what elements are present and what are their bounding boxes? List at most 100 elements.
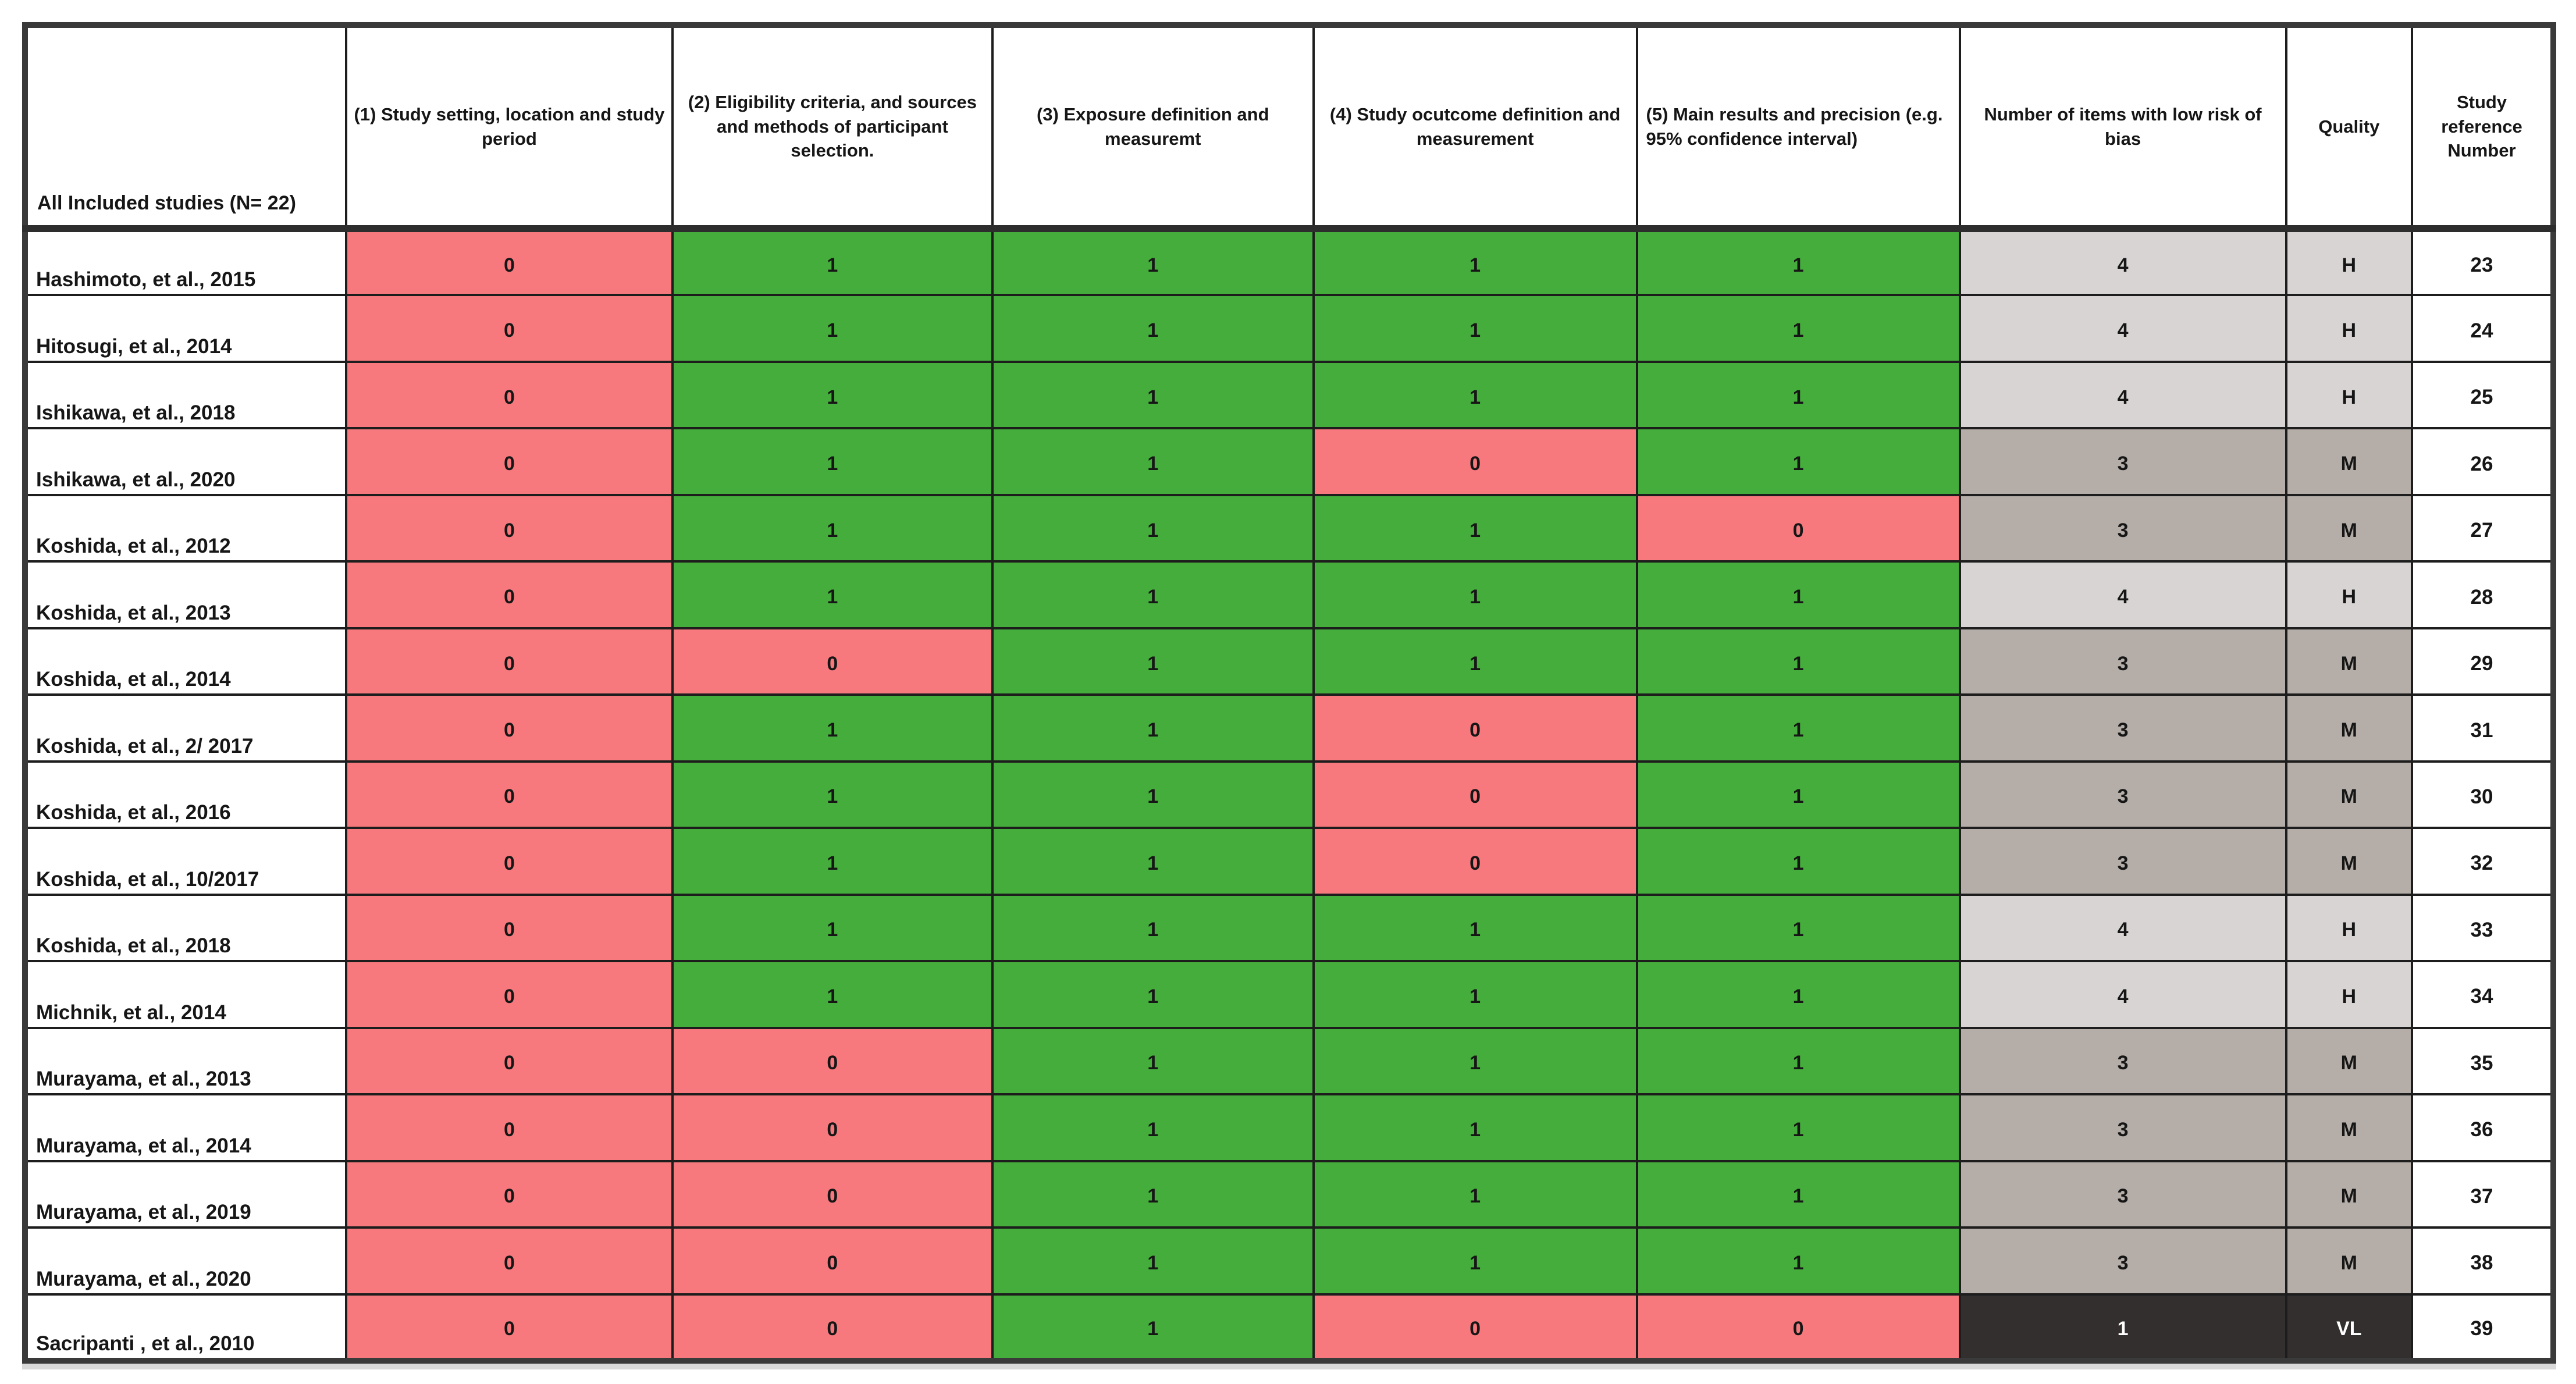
score-cell: 0 (344, 427, 674, 496)
table-row: Sacripanti , et al., 2010 0 0 1 0 0 1 VL 39 (24, 1293, 2554, 1362)
quality-cell: H (2285, 360, 2414, 430)
score-cell: 1 (1312, 227, 1638, 297)
score-cell: 0 (671, 1293, 994, 1362)
items-count-cell: 4 (1958, 960, 2287, 1029)
quality-cell: H (2285, 560, 2414, 629)
items-count-cell: 4 (1958, 294, 2287, 363)
score-cell: 0 (344, 760, 674, 830)
study-name-cell: Sacripanti , et al., 2010 (24, 1293, 347, 1362)
reference-cell: 38 (2411, 1226, 2554, 1296)
score-cell: 0 (344, 1093, 674, 1162)
study-name-cell: Koshida, et al., 2013 (24, 560, 347, 629)
score-cell: 1 (671, 960, 994, 1029)
score-cell: 0 (671, 1026, 994, 1096)
score-cell: 1 (1635, 960, 1961, 1029)
score-cell: 1 (671, 827, 994, 896)
quality-cell: M (2285, 1226, 2414, 1296)
score-cell: 1 (991, 427, 1315, 496)
score-cell: 1 (1635, 560, 1961, 629)
items-count-cell: 4 (1958, 360, 2287, 430)
quality-cell: VL (2285, 1293, 2414, 1362)
score-cell: 1 (1635, 827, 1961, 896)
reference-cell: 28 (2411, 560, 2554, 629)
reference-cell: 29 (2411, 627, 2554, 696)
reference-cell: 32 (2411, 827, 2554, 896)
reference-cell: 25 (2411, 360, 2554, 430)
score-cell: 1 (1635, 1159, 1961, 1229)
score-cell: 1 (1312, 1226, 1638, 1296)
table-row: Murayama, et al., 2019 0 0 1 1 1 3 M 37 (24, 1159, 2554, 1229)
table-row: Michnik, et al., 2014 0 1 1 1 1 4 H 34 (24, 960, 2554, 1029)
study-name-cell: Murayama, et al., 2013 (24, 1026, 347, 1096)
items-count-cell: 1 (1958, 1293, 2287, 1362)
study-name-cell: Murayama, et al., 2014 (24, 1093, 347, 1162)
score-cell: 1 (991, 493, 1315, 563)
score-cell: 1 (1312, 493, 1638, 563)
score-cell: 0 (344, 960, 674, 1029)
items-count-cell: 3 (1958, 627, 2287, 696)
score-cell: 0 (1635, 1293, 1961, 1362)
score-cell: 1 (991, 294, 1315, 363)
study-name-cell: Koshida, et al., 2/ 2017 (24, 693, 347, 763)
score-cell: 0 (1312, 760, 1638, 830)
score-cell: 0 (1635, 493, 1961, 563)
score-cell: 1 (671, 560, 994, 629)
items-count-cell: 3 (1958, 1159, 2287, 1229)
score-cell: 0 (344, 1159, 674, 1229)
score-cell: 1 (991, 827, 1315, 896)
items-count-cell: 4 (1958, 560, 2287, 629)
study-name-cell: Koshida, et al., 2014 (24, 627, 347, 696)
items-count-cell: 3 (1958, 760, 2287, 830)
score-cell: 1 (1312, 1159, 1638, 1229)
score-cell: 1 (991, 1293, 1315, 1362)
score-cell: 0 (1312, 1293, 1638, 1362)
score-cell: 1 (991, 760, 1315, 830)
table-row: Koshida, et al., 2014 0 0 1 1 1 3 M 29 (24, 627, 2554, 696)
items-count-cell: 4 (1958, 893, 2287, 963)
score-cell: 0 (344, 1293, 674, 1362)
corner-header-all-included-studies: All Included studies (N= 22) (24, 24, 347, 232)
reference-cell: 30 (2411, 760, 2554, 830)
quality-cell: H (2285, 960, 2414, 1029)
score-cell: 0 (344, 227, 674, 297)
score-cell: 0 (671, 1226, 994, 1296)
reference-cell: 23 (2411, 227, 2554, 297)
header-row: All Included studies (N= 22) (1) Study s… (24, 24, 2554, 232)
study-name-cell: Koshida, et al., 2018 (24, 893, 347, 963)
score-cell: 1 (991, 560, 1315, 629)
items-count-cell: 3 (1958, 1226, 2287, 1296)
score-cell: 1 (991, 360, 1315, 430)
score-cell: 0 (344, 360, 674, 430)
score-cell: 1 (1312, 360, 1638, 430)
reference-cell: 36 (2411, 1093, 2554, 1162)
score-cell: 1 (1635, 427, 1961, 496)
items-count-cell: 3 (1958, 1093, 2287, 1162)
score-cell: 0 (344, 493, 674, 563)
score-cell: 0 (1312, 827, 1638, 896)
score-cell: 1 (1312, 1026, 1638, 1096)
quality-cell: M (2285, 1093, 2414, 1162)
score-cell: 1 (1312, 627, 1638, 696)
score-cell: 1 (991, 960, 1315, 1029)
table-row: Ishikawa, et al., 2018 0 1 1 1 1 4 H 25 (24, 360, 2554, 430)
score-cell: 1 (1635, 1026, 1961, 1096)
quality-cell: M (2285, 760, 2414, 830)
column-header-items-low-risk: Number of items with low risk of bias (1958, 24, 2287, 232)
score-cell: 1 (991, 693, 1315, 763)
score-cell: 1 (1312, 1093, 1638, 1162)
score-cell: 1 (671, 360, 994, 430)
score-cell: 1 (1635, 1093, 1961, 1162)
column-header-eligibility-criteria: (2) Eligibility criteria, and sources an… (671, 24, 994, 232)
study-name-cell: Hitosugi, et al., 2014 (24, 294, 347, 363)
score-cell: 1 (1635, 893, 1961, 963)
column-header-exposure-definition: (3) Exposure definition and measuremt (991, 24, 1315, 232)
score-cell: 1 (1635, 627, 1961, 696)
quality-cell: M (2285, 1026, 2414, 1096)
table-row: Murayama, et al., 2020 0 0 1 1 1 3 M 38 (24, 1226, 2554, 1296)
score-cell: 0 (671, 1159, 994, 1229)
score-cell: 1 (671, 760, 994, 830)
table-header: All Included studies (N= 22) (1) Study s… (24, 24, 2554, 232)
study-name-cell: Koshida, et al., 10/2017 (24, 827, 347, 896)
score-cell: 1 (1635, 760, 1961, 830)
